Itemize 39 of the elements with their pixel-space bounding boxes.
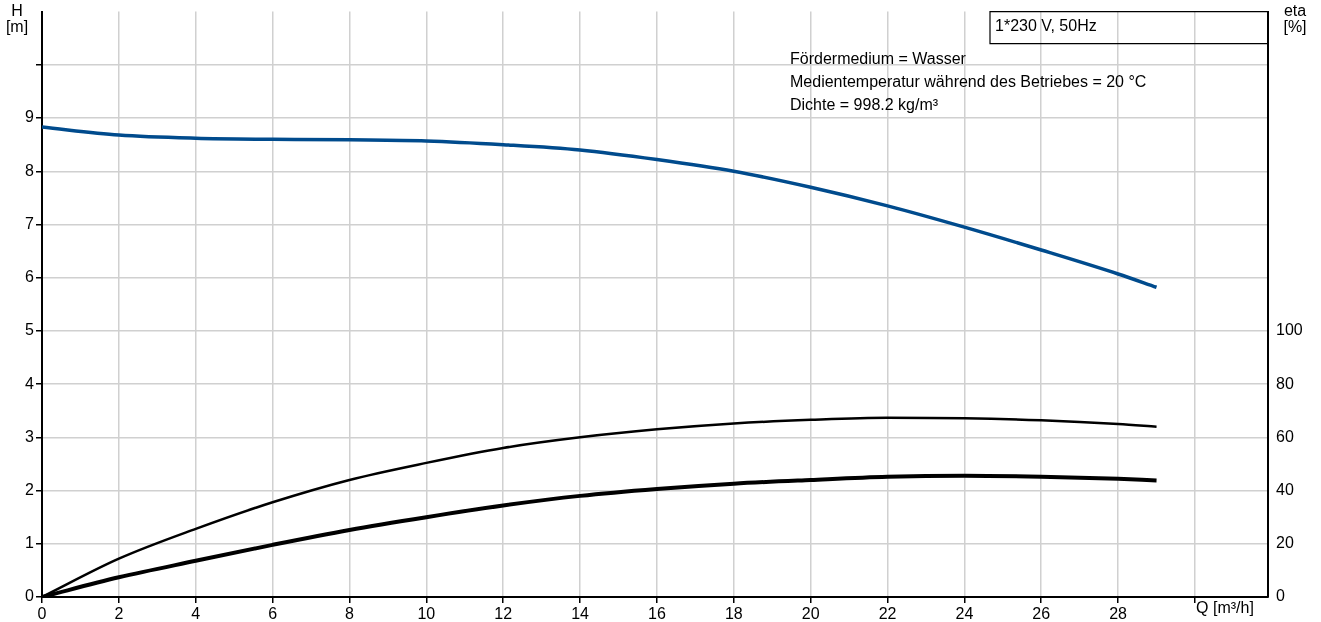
y-tick-label: 5 bbox=[25, 321, 35, 339]
y-tick-label: 4 bbox=[25, 374, 35, 392]
x-tick-label: 2 bbox=[114, 605, 124, 622]
y-tick-label: 7 bbox=[25, 214, 35, 232]
y-tick-label: 6 bbox=[25, 268, 35, 286]
x-tick-label: 28 bbox=[1109, 605, 1128, 622]
x-tick-label: 12 bbox=[494, 605, 513, 622]
x-tick-label: 18 bbox=[724, 605, 743, 622]
y2-tick-label: 80 bbox=[1276, 374, 1294, 392]
y-tick-label: 9 bbox=[25, 108, 35, 126]
y-tick-label: 0 bbox=[25, 587, 35, 605]
x-tick-label: 14 bbox=[571, 605, 590, 622]
line-series bbox=[42, 125, 1159, 290]
y2-tick-label: 0 bbox=[1276, 587, 1285, 605]
x-tick-label: 16 bbox=[648, 605, 666, 622]
x-tick-label: 20 bbox=[801, 605, 820, 622]
y2-tick-label: 100 bbox=[1276, 321, 1303, 339]
y-tick-label: 2 bbox=[25, 480, 35, 498]
annotation: Medientemperatur während des Betriebes = 20 °C bbox=[790, 73, 1147, 91]
x-tick-label: 6 bbox=[268, 605, 278, 622]
x-tick-label: 22 bbox=[878, 605, 897, 622]
chart-title: 1*230 V, 50Hz bbox=[995, 17, 1097, 35]
annotation: Dichte = 998.2 kg/m³ bbox=[790, 96, 939, 114]
x-tick-label: 0 bbox=[37, 605, 47, 622]
y-tick-label: 8 bbox=[25, 161, 35, 179]
x-axis-title: Q [m³/h] bbox=[1196, 599, 1254, 617]
y-axis-title: H [m] bbox=[5, 2, 29, 36]
x-tick-label: 26 bbox=[1032, 605, 1051, 622]
x-tick-label: 10 bbox=[417, 605, 436, 622]
y-tick-label: 1 bbox=[25, 534, 35, 552]
x-tick-label: 4 bbox=[191, 605, 201, 622]
y-tick-label: 3 bbox=[25, 427, 35, 445]
y2-tick-label: 20 bbox=[1276, 534, 1294, 552]
x-tick-label: 8 bbox=[345, 605, 355, 622]
y2-axis-title: eta [%] bbox=[1283, 2, 1307, 36]
annotation: Fördermedium = Wasser bbox=[790, 50, 967, 68]
y2-tick-label: 40 bbox=[1276, 480, 1294, 498]
y2-tick-label: 60 bbox=[1276, 427, 1294, 445]
x-tick-label: 24 bbox=[955, 605, 974, 622]
